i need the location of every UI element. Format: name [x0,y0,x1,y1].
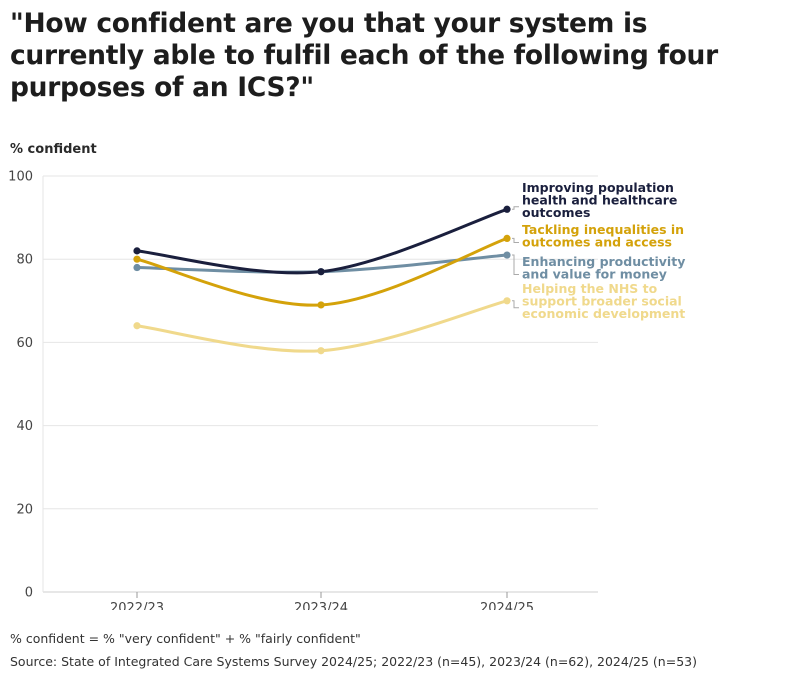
x-tick-label: 2023/24 [294,601,348,610]
series-points [133,205,511,355]
label-connector [512,206,519,210]
data-point [503,251,511,259]
line-chart: 0 20 40 60 80 100 2022/23 2023/24 2024/25 Impro… [8,170,685,611]
data-point [133,263,141,272]
series-label: Helping the NHS to support broader social… [522,281,685,321]
data-point [317,347,325,355]
data-point [503,205,511,213]
series-lines [135,207,509,353]
series-label: Improving population health and healthcar… [522,180,677,220]
data-point [317,301,325,309]
label-connector [512,254,519,275]
data-point [503,234,511,242]
y-axis-ticks: 0 20 40 60 80 100 [8,170,33,601]
data-point [503,297,511,305]
x-tick-label: 2022/23 [110,601,164,610]
series-label: Enhancing productivity and value for mone… [522,254,685,282]
series-label: Tackling inequalities in outcomes and acc… [522,222,684,250]
source-note: Source: State of Integrated Care Systems… [10,654,697,669]
data-point [133,247,141,255]
y-tick-label: 20 [16,502,33,517]
y-tick-label: 60 [16,336,33,351]
y-tick-label: 40 [16,419,33,434]
label-connector [512,237,519,243]
data-point [317,268,325,276]
y-tick-label: 80 [16,253,33,268]
y-tick-label: 0 [25,586,33,601]
data-point [133,255,141,263]
data-point [133,322,141,330]
gridlines [42,175,598,593]
series-labels: Improving population health and healthcar… [512,180,685,321]
x-axis-ticks: 2022/23 2023/24 2024/25 [110,592,534,610]
label-connector [512,300,519,309]
y-tick-label: 100 [8,170,33,185]
y-axis-label: % confident [10,142,97,157]
footnote: % confident = % "very confident" + % "fa… [10,631,361,646]
x-tick-label: 2024/25 [480,601,534,610]
chart-title: "How confident are you that your system … [10,8,718,103]
